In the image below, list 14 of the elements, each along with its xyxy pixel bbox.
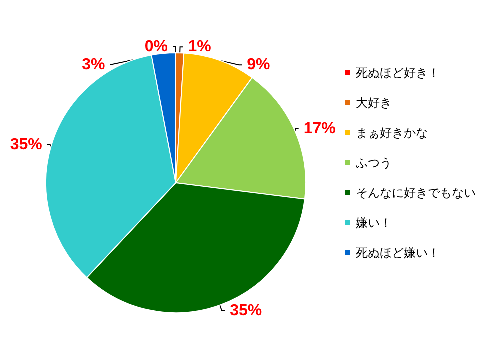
data-label: 35% bbox=[10, 136, 42, 154]
text: 0% bbox=[144, 38, 168, 56]
data-label: 3% bbox=[82, 56, 106, 74]
data-label: 9% bbox=[247, 56, 270, 74]
legend-label: そんなに好きでもない bbox=[356, 186, 476, 200]
legend-label: まぁ好きかな bbox=[356, 126, 428, 140]
data-label: 35% bbox=[230, 302, 262, 320]
data-label: 17% bbox=[304, 120, 336, 138]
legend-label: 嫌い！ bbox=[356, 216, 392, 230]
legend-label: ふつう bbox=[355, 156, 392, 170]
legend-label: 死ぬほど嫌い！ bbox=[356, 246, 440, 260]
legend-label: 死ぬほど好き！ bbox=[356, 66, 440, 80]
legend-label: 大好き bbox=[356, 96, 392, 110]
data-label: 1% bbox=[188, 38, 212, 56]
